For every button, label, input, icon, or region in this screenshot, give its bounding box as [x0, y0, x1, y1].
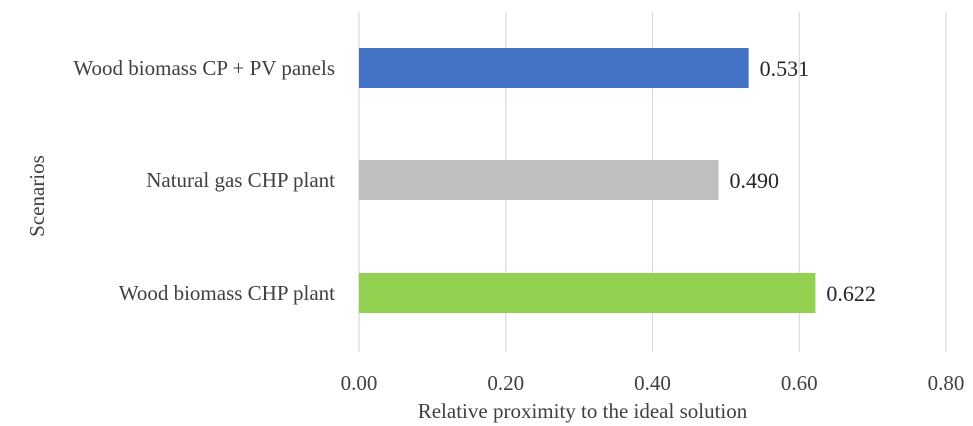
bars — [359, 48, 816, 313]
bar — [359, 160, 719, 200]
category-label: Natural gas CHP plant — [146, 168, 335, 192]
y-axis-title: Scenarios — [25, 155, 49, 237]
x-tick-label: 0.40 — [634, 371, 671, 395]
x-tick-labels: 0.00 0.20 0.40 0.60 0.80 — [341, 371, 965, 395]
x-axis-title: Relative proximity to the ideal solution — [418, 399, 748, 423]
x-tick-label: 0.20 — [487, 371, 524, 395]
data-label: 0.490 — [730, 168, 780, 193]
data-label: 0.622 — [826, 281, 876, 306]
data-labels: 0.531 0.490 0.622 — [730, 56, 876, 306]
data-label: 0.531 — [760, 56, 810, 81]
x-tick-label: 0.00 — [341, 371, 378, 395]
category-labels: Wood biomass CP + PV panels Natural gas C… — [73, 56, 335, 305]
x-tick-label: 0.80 — [928, 371, 965, 395]
bar — [359, 273, 816, 313]
category-label: Wood biomass CHP plant — [119, 281, 335, 305]
category-label: Wood biomass CP + PV panels — [73, 56, 335, 80]
x-tick-label: 0.60 — [781, 371, 818, 395]
bar — [359, 48, 749, 88]
